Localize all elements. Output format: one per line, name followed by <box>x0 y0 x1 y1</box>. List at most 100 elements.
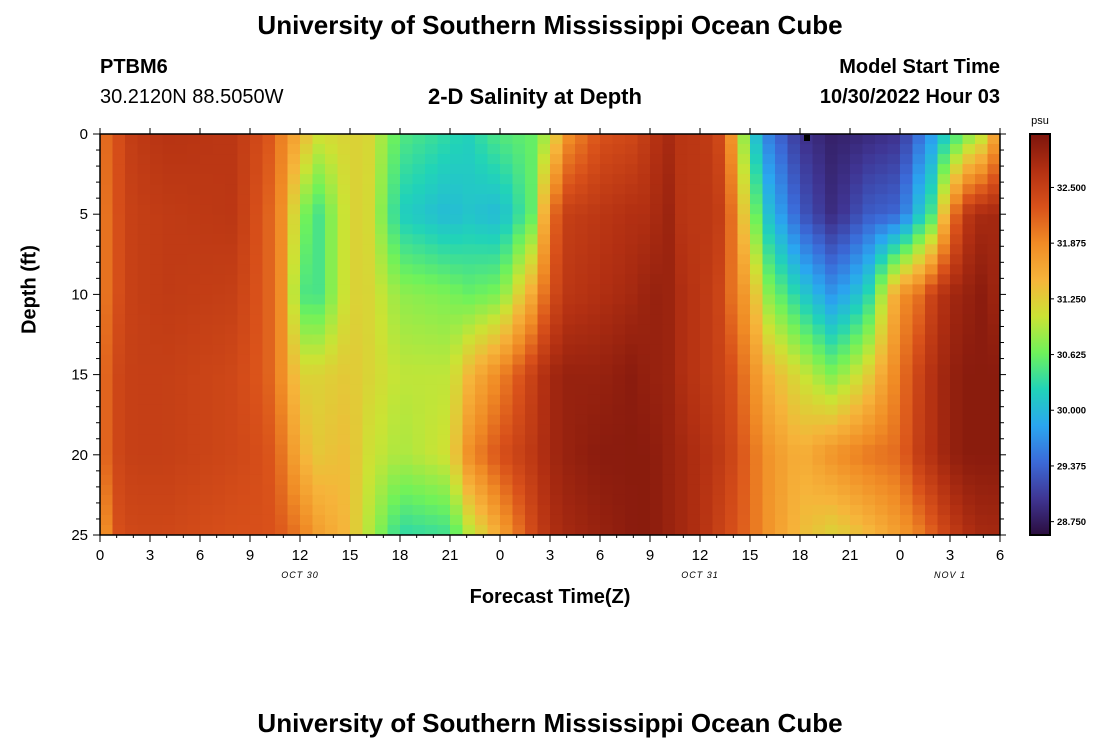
heatmap-cell <box>450 494 464 506</box>
heatmap-cell <box>550 324 564 336</box>
heatmap-cell <box>987 304 1000 316</box>
heatmap-cell <box>562 484 576 496</box>
heatmap-cell <box>275 384 289 396</box>
heatmap-cell <box>987 444 1000 456</box>
heatmap-cell <box>912 204 926 215</box>
heatmap-cell <box>825 474 839 486</box>
heatmap-cell <box>550 294 564 306</box>
heatmap-cell <box>800 314 814 326</box>
heatmap-cell <box>362 304 376 316</box>
heatmap-cell <box>275 254 289 265</box>
heatmap-cell <box>612 344 626 356</box>
heatmap-cell <box>212 334 226 346</box>
heatmap-cell <box>250 304 264 316</box>
heatmap-cell <box>625 134 639 145</box>
heatmap-cell <box>287 514 301 526</box>
heatmap-cell <box>787 414 801 426</box>
heatmap-cell <box>812 344 826 356</box>
heatmap-cell <box>425 414 439 426</box>
heatmap-cell <box>400 364 414 376</box>
heatmap-cell <box>975 224 989 235</box>
heatmap-cell <box>362 254 376 265</box>
heatmap-cell <box>662 304 676 316</box>
heatmap-cell <box>362 214 376 225</box>
heatmap-cell <box>712 154 726 165</box>
heatmap-cell <box>850 204 864 215</box>
heatmap-cell <box>362 334 376 346</box>
heatmap-cell <box>612 424 626 436</box>
heatmap-cell <box>512 454 526 466</box>
heatmap-cell <box>837 324 851 336</box>
heatmap-cell <box>712 404 726 416</box>
heatmap-cell <box>200 294 214 306</box>
heatmap-cell <box>912 504 926 516</box>
heatmap-cell <box>537 474 551 486</box>
heatmap-cell <box>325 434 339 446</box>
heatmap-cell <box>262 224 276 235</box>
heatmap-cell <box>362 324 376 336</box>
heatmap-cell <box>512 264 526 275</box>
heatmap-cell <box>900 414 914 426</box>
heatmap-cell <box>400 174 414 185</box>
heatmap-cell <box>550 494 564 506</box>
heatmap-cell <box>762 374 776 386</box>
heatmap-cell <box>525 184 539 195</box>
heatmap-cell <box>712 204 726 215</box>
heatmap-cell <box>212 464 226 476</box>
heatmap-cell <box>962 494 976 506</box>
heatmap-cell <box>737 414 751 426</box>
heatmap-cell <box>100 374 114 386</box>
heatmap-cell <box>575 484 589 496</box>
heatmap-cell <box>875 514 889 526</box>
heatmap-cell <box>425 374 439 386</box>
heatmap-cell <box>612 434 626 446</box>
heatmap-cell <box>812 314 826 326</box>
heatmap-cell <box>137 174 151 185</box>
heatmap-cell <box>475 394 489 406</box>
heatmap-cell <box>687 494 701 506</box>
station-id: PTBM6 <box>100 56 168 78</box>
heatmap-cell <box>575 464 589 476</box>
heatmap-cell <box>725 234 739 245</box>
heatmap-cell <box>825 504 839 516</box>
heatmap-cell <box>862 514 876 526</box>
heatmap-cell <box>925 354 939 366</box>
heatmap-cell <box>837 504 851 516</box>
heatmap-cell <box>937 144 951 155</box>
heatmap-cell <box>725 404 739 416</box>
heatmap-cell <box>437 324 451 336</box>
heatmap-cell <box>162 494 176 506</box>
heatmap-cell <box>887 174 901 185</box>
heatmap-cell <box>837 184 851 195</box>
heatmap-cell <box>225 224 239 235</box>
heatmap-cell <box>675 474 689 486</box>
heatmap-cell <box>637 234 651 245</box>
heatmap-cell <box>125 454 139 466</box>
heatmap-cell <box>950 294 964 306</box>
heatmap-cell <box>887 254 901 265</box>
heatmap-cell <box>162 324 176 336</box>
heatmap-cell <box>612 304 626 316</box>
heatmap-cell <box>287 334 301 346</box>
heatmap-cell <box>262 174 276 185</box>
heatmap-cell <box>262 354 276 366</box>
heatmap-cell <box>287 204 301 215</box>
heatmap-cell <box>487 494 501 506</box>
heatmap-cell <box>612 194 626 205</box>
heatmap-cell <box>325 334 339 346</box>
heatmap-cell <box>700 164 714 175</box>
heatmap-cell <box>425 394 439 406</box>
heatmap-cell <box>300 244 314 255</box>
heatmap-cell <box>837 264 851 275</box>
heatmap-cell <box>687 474 701 486</box>
heatmap-cell <box>500 404 514 416</box>
heatmap-cell <box>350 414 364 426</box>
heatmap-cell <box>762 334 776 346</box>
heatmap-cell <box>975 254 989 265</box>
heatmap-cell <box>450 304 464 316</box>
heatmap-cell <box>362 154 376 165</box>
heatmap-cell <box>450 154 464 165</box>
heatmap-cell <box>612 154 626 165</box>
heatmap-cell <box>775 254 789 265</box>
heatmap-cell <box>237 134 251 145</box>
